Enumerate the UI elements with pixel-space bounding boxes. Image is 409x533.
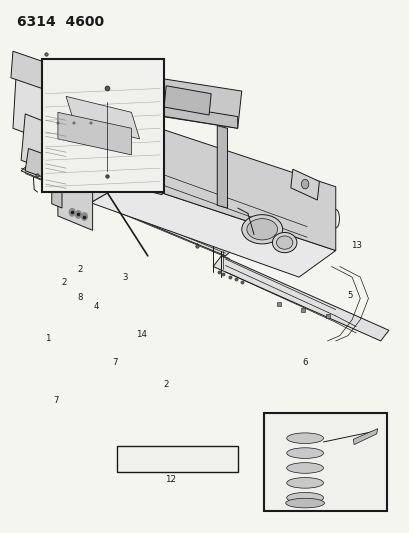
Ellipse shape <box>285 498 324 508</box>
Text: 11: 11 <box>371 423 381 432</box>
Text: 6314  4600: 6314 4600 <box>17 15 104 29</box>
Text: 2: 2 <box>216 132 222 141</box>
Text: 9: 9 <box>133 66 138 74</box>
Polygon shape <box>290 169 319 200</box>
Polygon shape <box>11 51 82 102</box>
Polygon shape <box>58 112 131 155</box>
Text: 2: 2 <box>77 265 83 273</box>
Ellipse shape <box>286 463 323 473</box>
Ellipse shape <box>286 433 323 443</box>
Polygon shape <box>151 110 162 195</box>
Ellipse shape <box>286 448 323 458</box>
Polygon shape <box>217 126 227 208</box>
Text: 5: 5 <box>346 291 352 300</box>
Text: 8: 8 <box>77 293 83 302</box>
Circle shape <box>81 213 87 220</box>
Text: 3: 3 <box>122 273 128 281</box>
Polygon shape <box>21 160 237 256</box>
Polygon shape <box>90 181 335 277</box>
Text: 12: 12 <box>164 475 175 483</box>
Text: 14: 14 <box>136 330 147 339</box>
Circle shape <box>75 211 81 218</box>
Circle shape <box>301 179 308 189</box>
Polygon shape <box>135 75 241 128</box>
Bar <box>41 59 164 192</box>
Ellipse shape <box>272 232 296 253</box>
Text: 13: 13 <box>350 241 361 250</box>
Polygon shape <box>25 149 61 182</box>
Polygon shape <box>66 96 139 139</box>
Text: 2: 2 <box>61 278 67 287</box>
Polygon shape <box>13 59 74 150</box>
Ellipse shape <box>246 219 277 240</box>
Text: 6: 6 <box>301 358 307 367</box>
Text: 11: 11 <box>339 430 351 439</box>
Polygon shape <box>52 183 62 208</box>
Polygon shape <box>213 256 388 341</box>
Ellipse shape <box>276 236 292 249</box>
Polygon shape <box>164 86 211 115</box>
Text: 7: 7 <box>112 358 117 367</box>
Text: 1: 1 <box>45 334 50 343</box>
Polygon shape <box>353 429 377 445</box>
Text: 10: 10 <box>270 418 281 427</box>
Polygon shape <box>21 114 68 177</box>
Text: 2: 2 <box>163 380 169 389</box>
Polygon shape <box>127 118 335 251</box>
Text: UNLEADED GASOLINE ONLY: UNLEADED GASOLINE ONLY <box>132 456 222 462</box>
Polygon shape <box>58 177 92 230</box>
Text: 7: 7 <box>53 397 58 406</box>
Ellipse shape <box>286 478 323 488</box>
Ellipse shape <box>241 215 282 244</box>
Text: 10: 10 <box>275 423 285 432</box>
Text: 4: 4 <box>94 302 99 311</box>
Bar <box>264 413 386 511</box>
Polygon shape <box>139 101 237 128</box>
Ellipse shape <box>286 492 323 503</box>
Polygon shape <box>90 118 127 203</box>
Circle shape <box>69 208 75 216</box>
Polygon shape <box>90 107 127 139</box>
Bar <box>117 446 237 472</box>
Text: 9: 9 <box>137 70 142 79</box>
